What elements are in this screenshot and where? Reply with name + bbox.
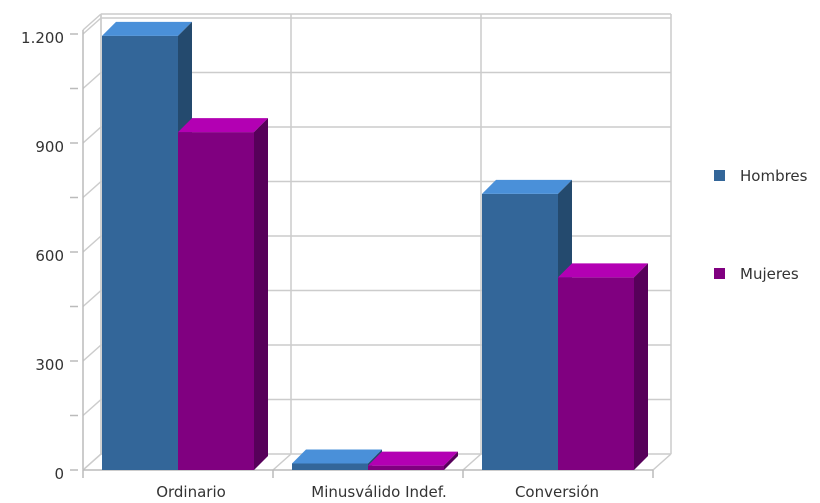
floor-depth-line: [462, 453, 482, 471]
x-tick-label: Minusválido Indef.: [311, 483, 446, 501]
y-tick-label: 900: [35, 138, 64, 156]
bar-side: [444, 451, 458, 470]
gridline-depth-minor: [82, 398, 102, 417]
legend: Hombres Mujeres: [714, 167, 808, 283]
bar-front: [558, 277, 634, 470]
bar-front: [102, 35, 178, 471]
legend-swatch-mujeres: [714, 268, 725, 279]
x-tick-label: Ordinario: [156, 483, 226, 501]
bar-front: [368, 465, 444, 470]
bar-top: [482, 179, 572, 194]
bars: [102, 21, 648, 471]
floor-depth-line: [272, 453, 292, 471]
legend-swatch-hombres: [714, 170, 725, 181]
y-tick-label: 0: [54, 465, 64, 483]
floor-depth-line: [82, 453, 102, 471]
floor-depth-line: [652, 453, 672, 471]
gridline-depth: [82, 126, 102, 144]
bar: [558, 263, 648, 470]
bar-front: [292, 463, 368, 470]
legend-label-hombres: Hombres: [740, 167, 808, 185]
bar-top: [292, 449, 382, 464]
bar: [178, 118, 268, 470]
bar-front: [482, 193, 558, 470]
bar-front: [178, 132, 254, 470]
gridline-top-depth: [82, 13, 102, 31]
gridline-depth-minor: [82, 180, 102, 199]
bar-side: [634, 263, 648, 470]
gridline-depth-minor: [82, 71, 102, 90]
gridline-depth: [82, 235, 102, 253]
y-axis-ticks: 0 300 600 900 1.200: [21, 29, 64, 483]
bar-top: [178, 118, 268, 133]
bar-top: [102, 21, 192, 36]
bar-top: [368, 451, 458, 466]
y-tick-label: 300: [35, 356, 64, 374]
y-tick-label: 1.200: [21, 29, 64, 47]
legend-label-mujeres: Mujeres: [740, 265, 799, 283]
bar-side: [254, 118, 268, 470]
bar-top: [558, 263, 648, 278]
bar: [368, 451, 458, 470]
x-tick-label: Conversión: [515, 483, 599, 501]
x-axis-labels: Ordinario Minusválido Indef. Conversión: [156, 483, 599, 501]
gridline-depth-minor: [82, 289, 102, 308]
y-tick-label: 600: [35, 247, 64, 265]
gridline-depth: [82, 344, 102, 362]
gridline-depth: [82, 17, 102, 35]
